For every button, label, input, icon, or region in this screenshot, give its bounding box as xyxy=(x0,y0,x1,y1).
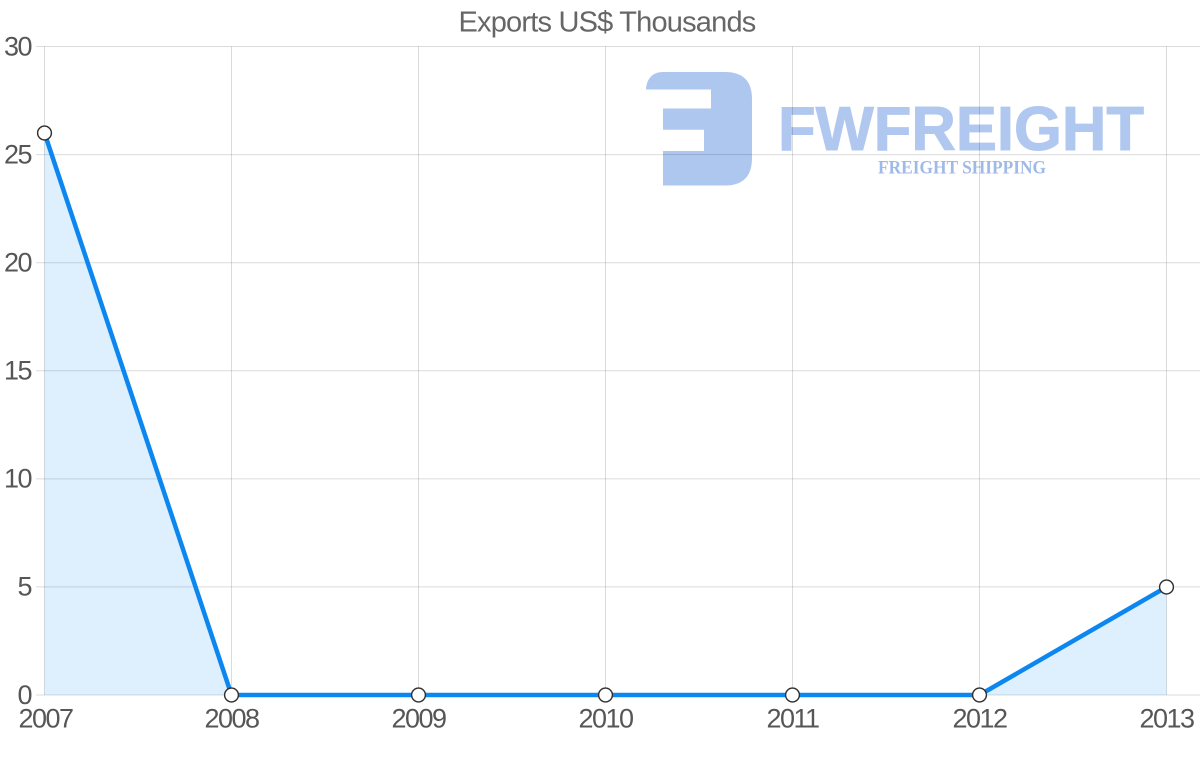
svg-text:30: 30 xyxy=(4,31,32,61)
svg-text:10: 10 xyxy=(4,464,32,494)
svg-text:FWFREIGHT: FWFREIGHT xyxy=(778,95,1144,164)
svg-text:2010: 2010 xyxy=(578,704,633,734)
svg-text:25: 25 xyxy=(4,139,32,169)
svg-text:2007: 2007 xyxy=(18,704,73,734)
svg-text:2009: 2009 xyxy=(391,704,446,734)
svg-text:2013: 2013 xyxy=(1139,704,1194,734)
svg-text:FREIGHT SHIPPING: FREIGHT SHIPPING xyxy=(878,159,1046,179)
svg-text:20: 20 xyxy=(4,248,32,278)
svg-text:Exports US$ Thousands: Exports US$ Thousands xyxy=(458,7,755,39)
svg-text:2008: 2008 xyxy=(204,704,259,734)
svg-text:0: 0 xyxy=(17,680,31,710)
svg-text:5: 5 xyxy=(17,572,31,602)
svg-text:2011: 2011 xyxy=(766,704,819,734)
svg-text:2012: 2012 xyxy=(952,704,1007,734)
svg-text:15: 15 xyxy=(4,356,32,386)
